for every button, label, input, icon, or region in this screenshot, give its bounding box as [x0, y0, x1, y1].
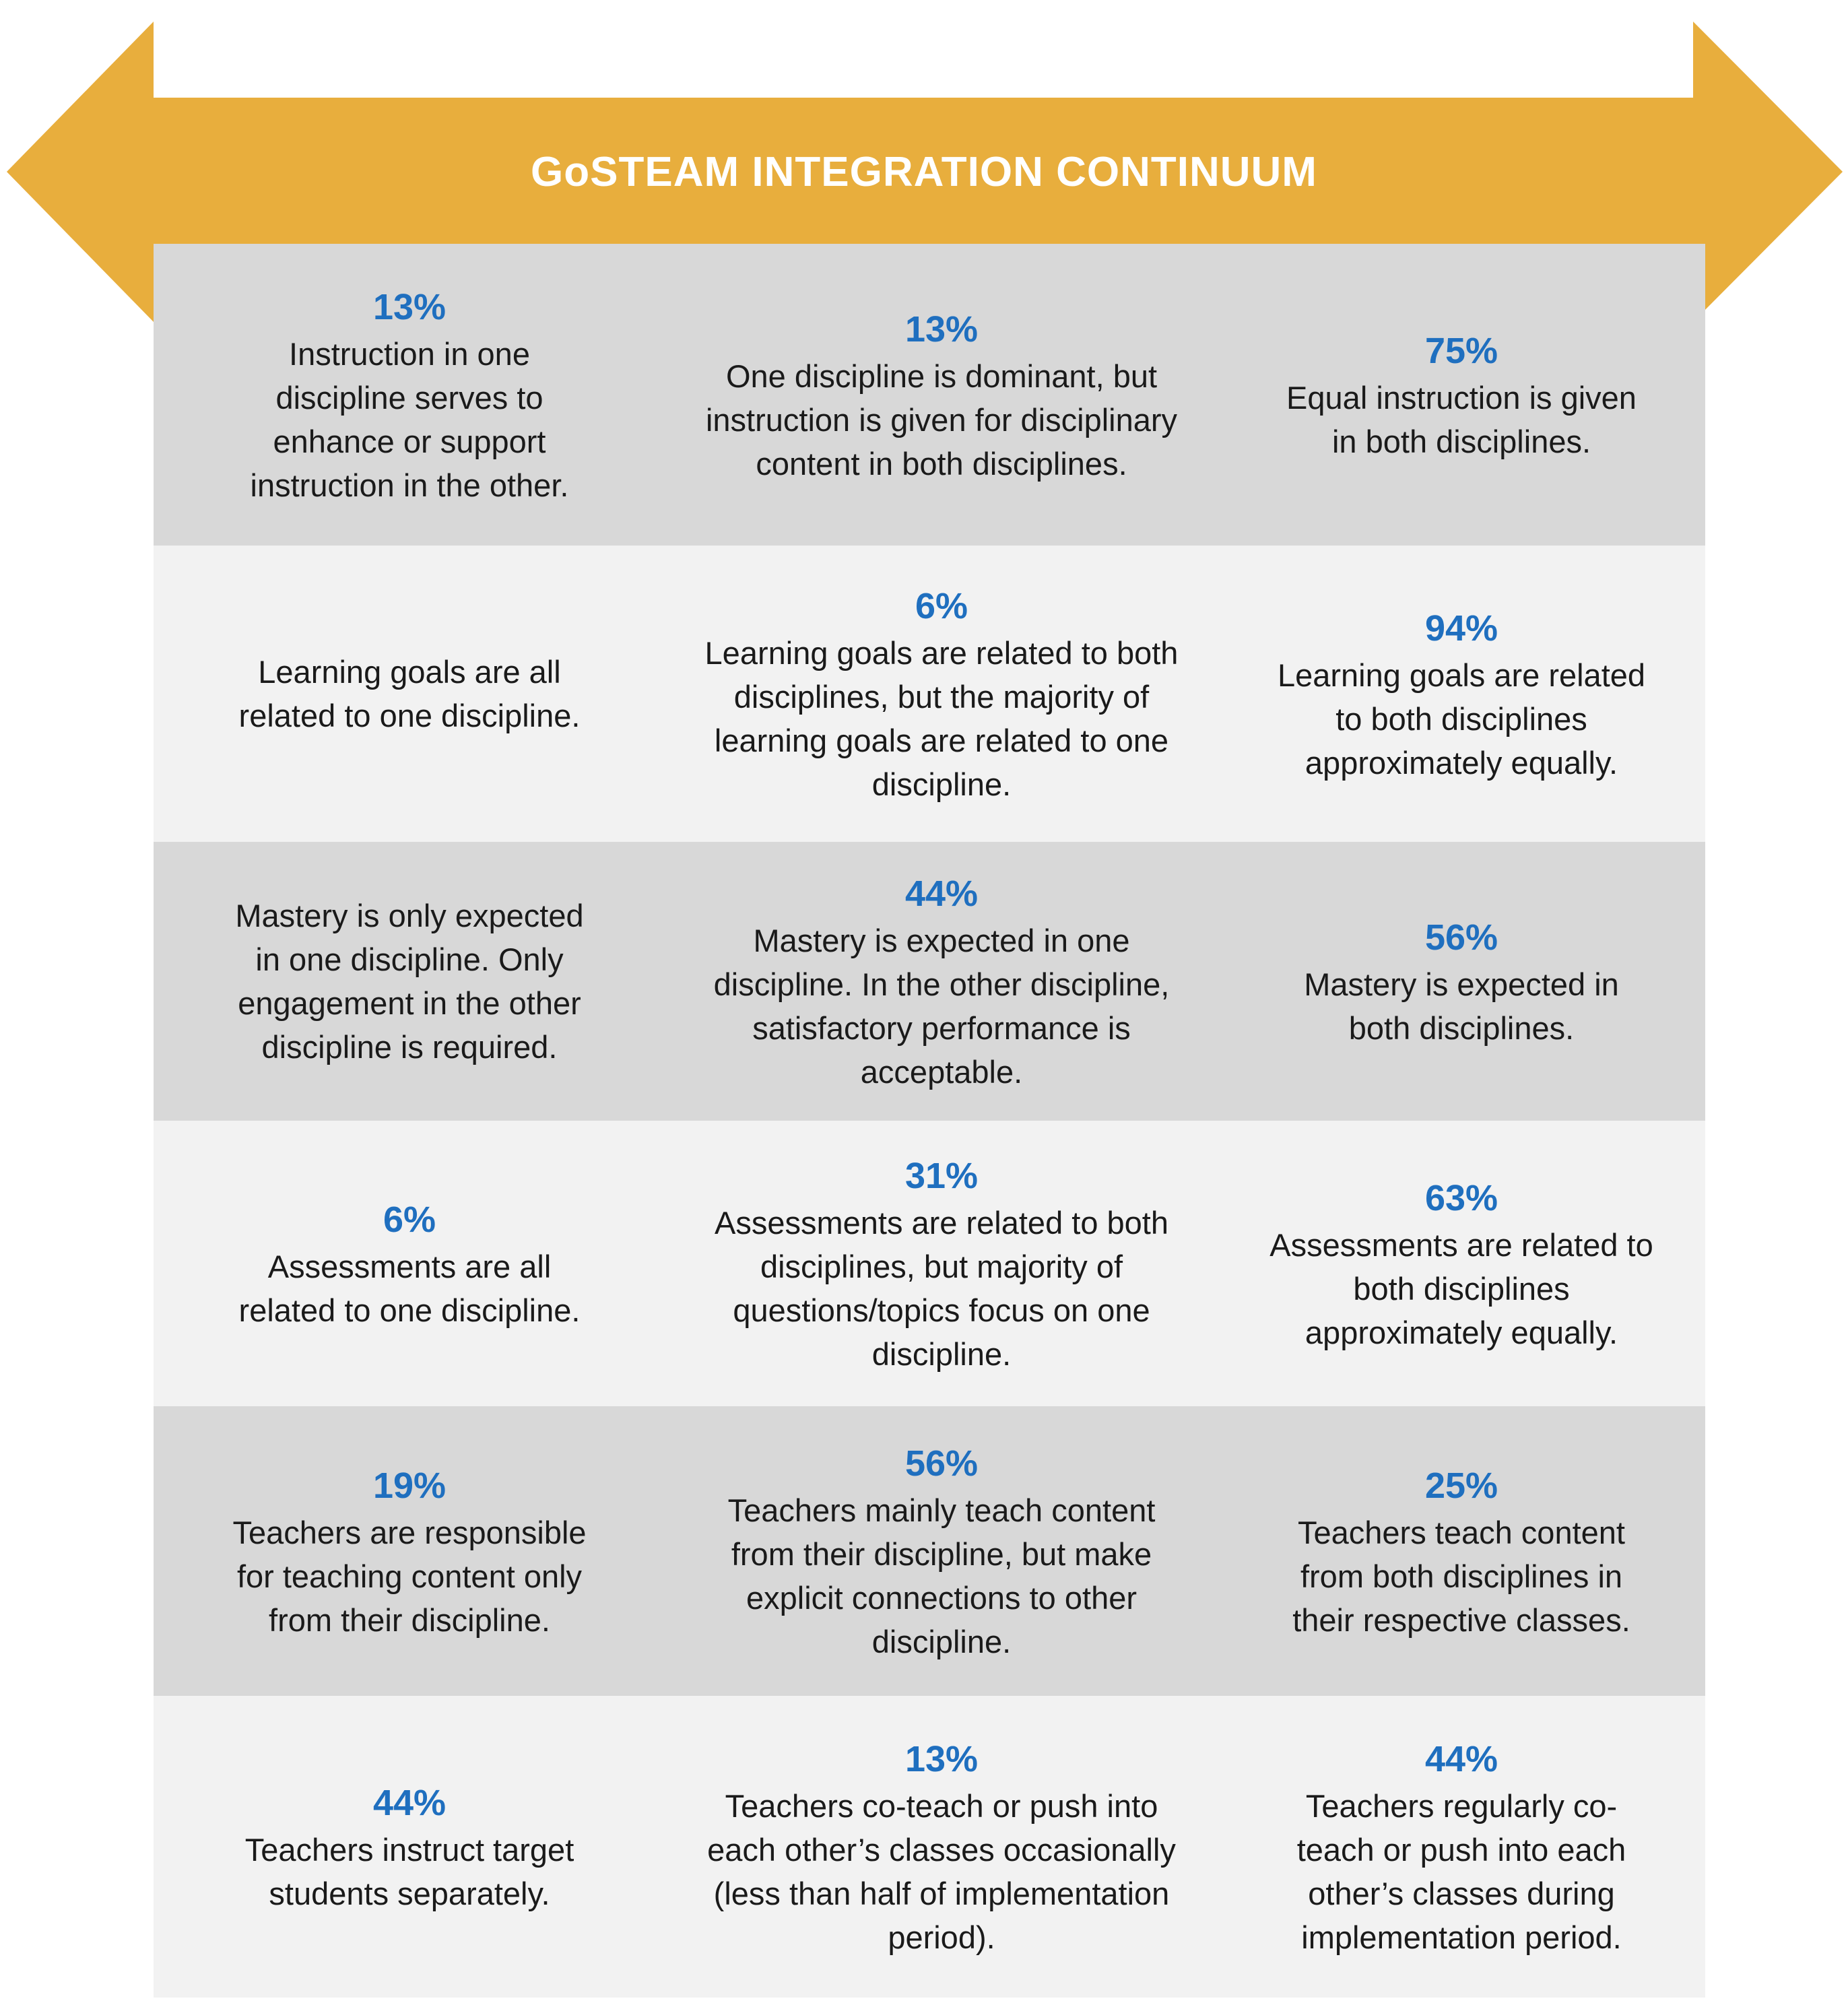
table-cell: Learning goals are all related to one di… [154, 546, 665, 842]
cell-description: Mastery is expected in both disciplines. [1304, 966, 1619, 1046]
percent-label: 13% [904, 1739, 979, 1779]
table-cell: 94% Learning goals are related to both d… [1218, 546, 1705, 842]
table-cell: 19% Teachers are responsible for teachin… [154, 1406, 665, 1696]
table-cell: 56% Mastery is expected in both discipli… [1218, 842, 1705, 1121]
percent-label: 56% [904, 1443, 979, 1484]
table-row: Mastery is only expected in one discipli… [154, 842, 1705, 1121]
cell-description: Learning goals are related to both disci… [1277, 657, 1646, 781]
cell-description: Learning goals are related to both disci… [704, 635, 1179, 802]
percent-label: 6% [383, 1199, 436, 1240]
table-cell: 44% Teachers regularly co-teach or push … [1218, 1696, 1705, 1998]
table-cell: 44% Teachers instruct target students se… [154, 1696, 665, 1998]
cell-description: Assessments are related to both discipli… [1269, 1226, 1653, 1350]
cell-description: Assessments are all related to one disci… [238, 1249, 581, 1328]
percent-label: 44% [372, 1783, 447, 1823]
cell-description: Mastery is expected in one discipline. I… [713, 923, 1170, 1090]
table-cell: 75% Equal instruction is given in both d… [1218, 244, 1705, 546]
table-row: 44% Teachers instruct target students se… [154, 1696, 1705, 1998]
percent-label: 19% [372, 1465, 447, 1506]
cell-description: Equal instruction is given in both disci… [1286, 380, 1637, 459]
percent-label: 13% [372, 287, 447, 327]
table-row: Learning goals are all related to one di… [154, 546, 1705, 842]
cell-description: One discipline is dominant, but instruct… [705, 358, 1178, 482]
continuum-table: 13% Instruction in one discipline serves… [154, 244, 1705, 1998]
table-cell: 56% Teachers mainly teach content from t… [665, 1406, 1218, 1696]
cell-description: Mastery is only expected in one discipli… [235, 898, 584, 1065]
percent-label: 44% [904, 874, 979, 914]
percent-label: 6% [915, 586, 968, 626]
table-cell: 6% Assessments are all related to one di… [154, 1121, 665, 1406]
table-cell: 13% Teachers co-teach or push into each … [665, 1696, 1218, 1998]
percent-label: 63% [1424, 1177, 1498, 1218]
arrow-shape [7, 22, 1843, 322]
table-row: 6% Assessments are all related to one di… [154, 1121, 1705, 1406]
cell-description: Teachers co-teach or push into each othe… [707, 1788, 1176, 1955]
table-cell: 13% One discipline is dominant, but inst… [665, 244, 1218, 546]
table-row: 19% Teachers are responsible for teachin… [154, 1406, 1705, 1696]
table-cell: 63% Assessments are related to both disc… [1218, 1121, 1705, 1406]
banner-title: GoSTEAM INTEGRATION CONTINUUM [531, 148, 1317, 195]
cell-description: Teachers instruct target students separa… [244, 1832, 574, 1911]
percent-label: 75% [1424, 331, 1498, 371]
percent-label: 25% [1424, 1465, 1498, 1506]
cell-description: Teachers are responsible for teaching co… [232, 1514, 587, 1638]
table-cell: 31% Assessments are related to both disc… [665, 1121, 1218, 1406]
table-cell: 25% Teachers teach content from both dis… [1218, 1406, 1705, 1696]
double-headed-arrow-banner [7, 22, 1843, 322]
table-row: 13% Instruction in one discipline serves… [154, 244, 1705, 546]
percent-label: 44% [1424, 1739, 1498, 1779]
percent-label: 31% [904, 1156, 979, 1196]
table-cell: 6% Learning goals are related to both di… [665, 546, 1218, 842]
percent-label: 13% [904, 308, 979, 350]
cell-description: Assessments are related to both discipli… [714, 1205, 1169, 1372]
cell-description: Teachers teach content from both discipl… [1292, 1514, 1630, 1638]
table-cell: 13% Instruction in one discipline serves… [154, 244, 665, 546]
percent-label: 56% [1424, 917, 1498, 958]
percent-label: 94% [1424, 607, 1498, 649]
cell-description: Teachers regularly co-teach or push into… [1296, 1788, 1626, 1955]
cell-description: Instruction in one discipline serves to … [250, 336, 569, 503]
cell-description: Teachers mainly teach content from their… [727, 1492, 1156, 1659]
cell-description: Learning goals are all related to one di… [238, 654, 581, 733]
table-cell: Mastery is only expected in one discipli… [154, 842, 665, 1121]
table-cell: 44% Mastery is expected in one disciplin… [665, 842, 1218, 1121]
